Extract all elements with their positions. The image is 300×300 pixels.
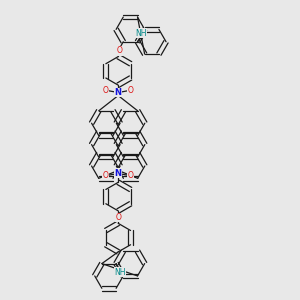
- Text: O: O: [128, 171, 134, 180]
- Text: O: O: [115, 213, 121, 222]
- Text: O: O: [128, 86, 134, 95]
- Text: NH: NH: [135, 29, 147, 38]
- Text: O: O: [103, 171, 109, 180]
- Text: O: O: [103, 86, 109, 95]
- Text: O: O: [117, 46, 123, 55]
- Text: NH: NH: [114, 268, 125, 277]
- Text: N: N: [115, 169, 122, 178]
- Text: N: N: [115, 88, 122, 97]
